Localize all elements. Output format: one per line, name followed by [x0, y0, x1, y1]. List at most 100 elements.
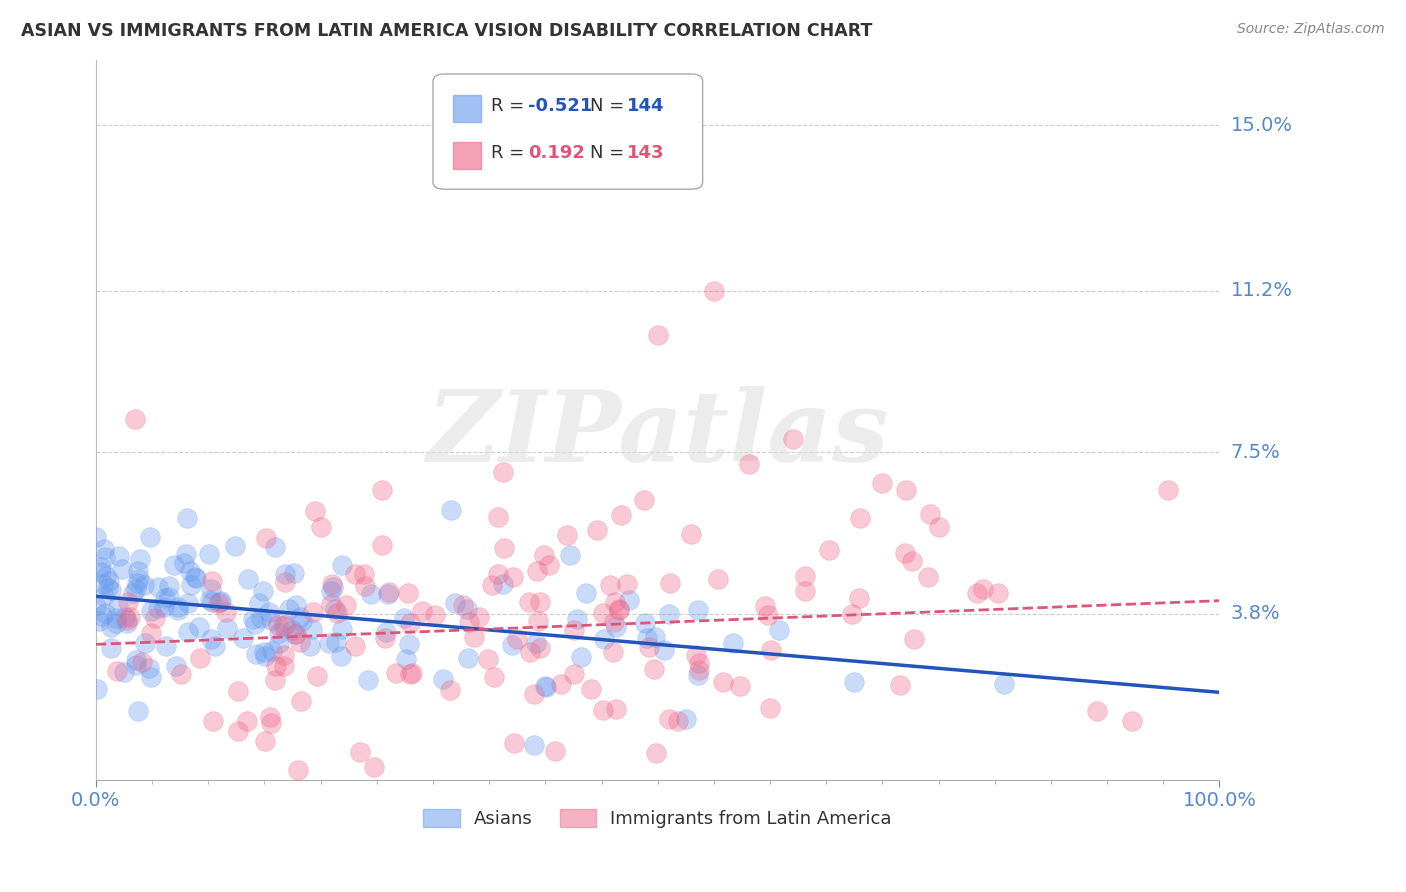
Point [679, 527, 702, 541]
Point [599, 578, 621, 592]
Point [738, 457, 761, 471]
Point [928, 519, 950, 533]
Point [686, 667, 709, 681]
Point [242, 612, 264, 626]
Point [370, 538, 392, 552]
Point [288, 635, 311, 649]
Point [273, 659, 295, 673]
Point [392, 610, 415, 624]
Point [254, 649, 277, 664]
Point [139, 530, 162, 544]
Point [688, 603, 710, 617]
Point [335, 598, 357, 612]
Point [309, 519, 332, 533]
Point [125, 576, 148, 591]
Point [896, 483, 918, 498]
Point [658, 607, 681, 621]
Point [607, 602, 630, 616]
Point [90, 565, 112, 579]
Point [180, 577, 202, 591]
Point [319, 583, 342, 598]
Point [526, 615, 548, 629]
Point [794, 569, 817, 583]
Point [326, 606, 349, 620]
Point [245, 647, 267, 661]
Point [226, 683, 249, 698]
Point [166, 599, 188, 614]
Point [458, 615, 481, 630]
Point [688, 663, 710, 677]
Point [603, 594, 626, 608]
Point [536, 680, 558, 694]
Text: ASIAN VS IMMIGRANTS FROM LATIN AMERICA VISION DISABILITY CORRELATION CHART: ASIAN VS IMMIGRANTS FROM LATIN AMERICA V… [21, 22, 873, 40]
Point [534, 679, 557, 693]
Point [492, 465, 515, 479]
Point [675, 711, 697, 725]
Point [259, 710, 281, 724]
Point [754, 599, 776, 613]
Point [153, 591, 176, 605]
Point [456, 602, 478, 616]
Point [319, 597, 342, 611]
Point [98, 574, 121, 588]
Point [260, 613, 283, 627]
Point [141, 625, 163, 640]
Point [291, 614, 314, 628]
Point [318, 636, 340, 650]
Point [900, 554, 922, 568]
Point [94, 549, 117, 564]
Point [284, 627, 307, 641]
Point [707, 572, 730, 586]
Point [488, 509, 510, 524]
Point [157, 590, 180, 604]
Point [152, 600, 174, 615]
Point [84, 599, 107, 614]
Point [124, 658, 146, 673]
Point [592, 703, 614, 717]
FancyBboxPatch shape [433, 74, 703, 189]
Point [374, 625, 396, 640]
Point [1087, 704, 1109, 718]
Point [170, 666, 193, 681]
Point [271, 618, 294, 632]
Point [644, 746, 666, 760]
Point [562, 623, 585, 637]
Point [440, 503, 463, 517]
Point [111, 562, 134, 576]
Point [502, 570, 524, 584]
Point [245, 617, 267, 632]
Point [188, 620, 211, 634]
Point [321, 577, 343, 591]
Point [481, 578, 503, 592]
Point [503, 736, 526, 750]
Point [325, 635, 347, 649]
Point [703, 284, 725, 298]
Point [287, 763, 309, 777]
Text: N =: N = [591, 97, 630, 115]
Point [384, 665, 406, 680]
Point [993, 676, 1015, 690]
Point [267, 635, 290, 649]
Point [100, 620, 122, 634]
Point [129, 551, 152, 566]
Point [841, 607, 863, 621]
Point [215, 621, 238, 635]
Point [263, 673, 285, 688]
Point [167, 603, 190, 617]
Point [173, 556, 195, 570]
Text: 144: 144 [627, 97, 665, 115]
Point [138, 661, 160, 675]
Point [467, 609, 489, 624]
Point [818, 542, 841, 557]
Point [204, 640, 226, 654]
Point [176, 511, 198, 525]
Point [966, 586, 988, 600]
Point [105, 616, 128, 631]
Point [254, 734, 277, 748]
Point [562, 667, 585, 681]
Point [302, 606, 325, 620]
Point [198, 547, 221, 561]
Point [529, 641, 551, 656]
Point [105, 664, 128, 678]
Point [93, 541, 115, 556]
